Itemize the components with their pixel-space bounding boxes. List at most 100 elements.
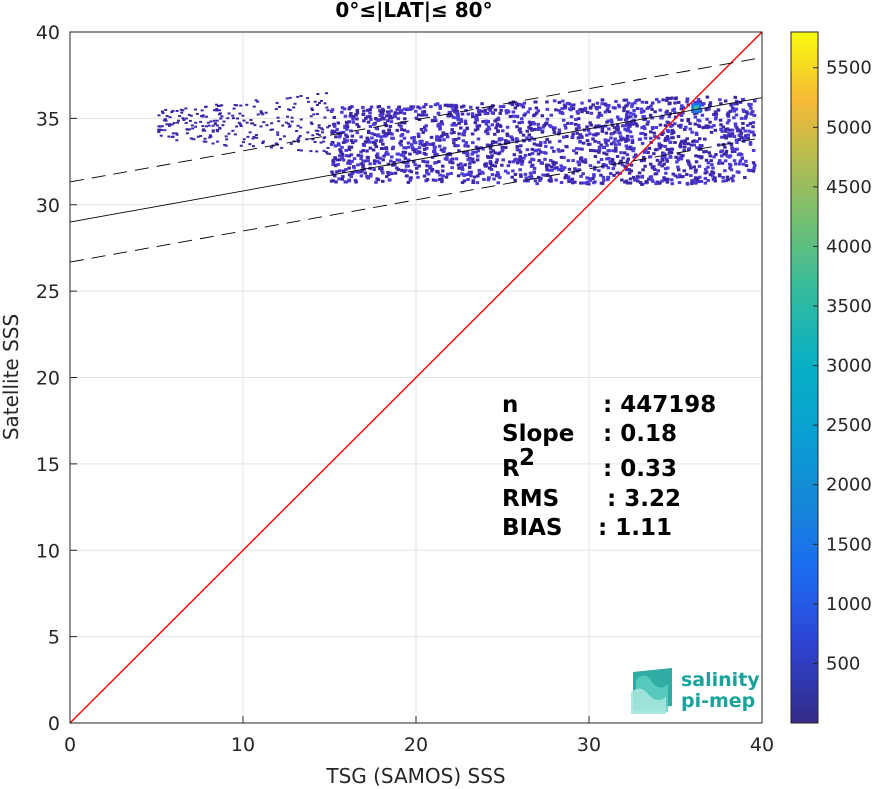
density-cell <box>735 102 739 106</box>
density-cell <box>547 168 552 172</box>
density-cell <box>650 165 655 169</box>
density-cell <box>366 120 371 124</box>
density-cell <box>538 143 543 147</box>
density-cell <box>704 158 709 162</box>
density-cell <box>730 132 735 136</box>
density-cell <box>570 104 574 108</box>
density-cell <box>650 127 655 131</box>
density-cell <box>363 159 367 163</box>
density-cell <box>332 130 337 134</box>
density-cell <box>366 159 370 163</box>
density-cell <box>331 163 335 167</box>
density-cell <box>511 160 516 164</box>
y-tick-label: 5 <box>48 627 60 649</box>
density-cell <box>620 163 625 167</box>
density-cell <box>692 180 697 184</box>
density-cell <box>716 108 721 112</box>
density-cell <box>470 152 475 156</box>
density-cell <box>488 161 493 165</box>
density-cell <box>386 119 390 123</box>
density-cell <box>337 158 342 162</box>
density-cell <box>466 178 470 182</box>
density-cell <box>529 136 533 140</box>
density-cell <box>396 111 400 115</box>
density-cell <box>532 114 536 118</box>
density-cell <box>460 181 465 185</box>
density-cell <box>690 182 694 186</box>
density-cell <box>615 171 619 175</box>
density-cell <box>512 153 517 157</box>
density-cell <box>490 123 495 127</box>
density-cell <box>350 159 354 163</box>
density-cell <box>670 182 675 186</box>
density-cell <box>472 175 477 179</box>
density-cell <box>452 130 456 134</box>
density-cell <box>500 163 504 167</box>
density-cell <box>483 112 488 116</box>
density-cell <box>207 124 211 127</box>
density-cell <box>630 102 635 106</box>
density-cell <box>573 168 577 172</box>
density-cell <box>438 104 442 108</box>
density-cell <box>362 144 367 148</box>
density-cell <box>728 134 733 138</box>
density-cell <box>743 176 747 180</box>
density-cell <box>181 117 185 120</box>
density-cell <box>373 142 377 146</box>
density-cell <box>676 100 681 104</box>
density-cell <box>657 142 661 146</box>
density-cell <box>317 126 321 129</box>
density-cell <box>557 100 562 104</box>
density-cell <box>196 135 200 138</box>
density-cell <box>374 139 379 143</box>
density-cell <box>529 176 534 180</box>
stat-value: : 1.11 <box>598 515 672 541</box>
density-cell <box>625 161 629 165</box>
density-cell <box>367 140 372 144</box>
density-cell <box>619 138 623 142</box>
density-cell <box>372 122 376 126</box>
density-cell <box>561 118 566 122</box>
density-cell <box>463 122 468 126</box>
density-cell <box>165 115 169 118</box>
density-cell <box>699 147 703 151</box>
density-cell <box>388 178 392 182</box>
density-cell <box>476 110 481 114</box>
density-cell <box>474 145 479 149</box>
density-cell <box>252 136 256 139</box>
density-cell <box>423 142 428 146</box>
density-cell <box>440 134 444 138</box>
density-cell <box>488 108 493 112</box>
density-cell <box>572 149 576 153</box>
density-cell <box>435 138 439 142</box>
density-cell <box>422 174 427 178</box>
density-cell <box>441 164 445 168</box>
density-cell <box>340 106 345 110</box>
density-cell <box>417 164 421 168</box>
density-cell <box>532 137 537 141</box>
y-tick-label: 30 <box>36 195 60 217</box>
density-cell <box>348 114 353 118</box>
density-cell <box>491 140 495 144</box>
density-cell <box>483 108 487 112</box>
density-cell <box>390 147 395 151</box>
density-cell <box>215 128 219 131</box>
density-cell <box>534 100 538 104</box>
density-cell <box>350 105 354 109</box>
density-cell <box>441 133 446 137</box>
density-cell <box>530 157 534 161</box>
density-cell <box>211 142 215 145</box>
density-cell <box>438 122 442 126</box>
density-cell <box>562 156 566 160</box>
density-cell <box>619 117 623 121</box>
density-cell <box>570 177 575 181</box>
density-cell <box>574 147 579 151</box>
x-tick-label: 0 <box>64 734 76 756</box>
density-cell <box>663 139 667 143</box>
density-cell <box>315 132 319 135</box>
density-cell <box>371 148 376 152</box>
density-cell <box>552 166 557 170</box>
density-cell <box>347 179 352 183</box>
density-cell <box>386 162 391 166</box>
density-cell <box>423 128 428 132</box>
